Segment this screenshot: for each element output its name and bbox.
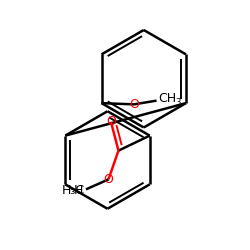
Text: H₃C: H₃C: [62, 184, 85, 197]
Text: O: O: [106, 115, 116, 128]
Text: O: O: [104, 173, 114, 186]
Text: CH: CH: [158, 92, 176, 105]
Text: H: H: [74, 184, 84, 197]
Text: 3: 3: [175, 98, 181, 107]
Text: O: O: [129, 98, 139, 111]
